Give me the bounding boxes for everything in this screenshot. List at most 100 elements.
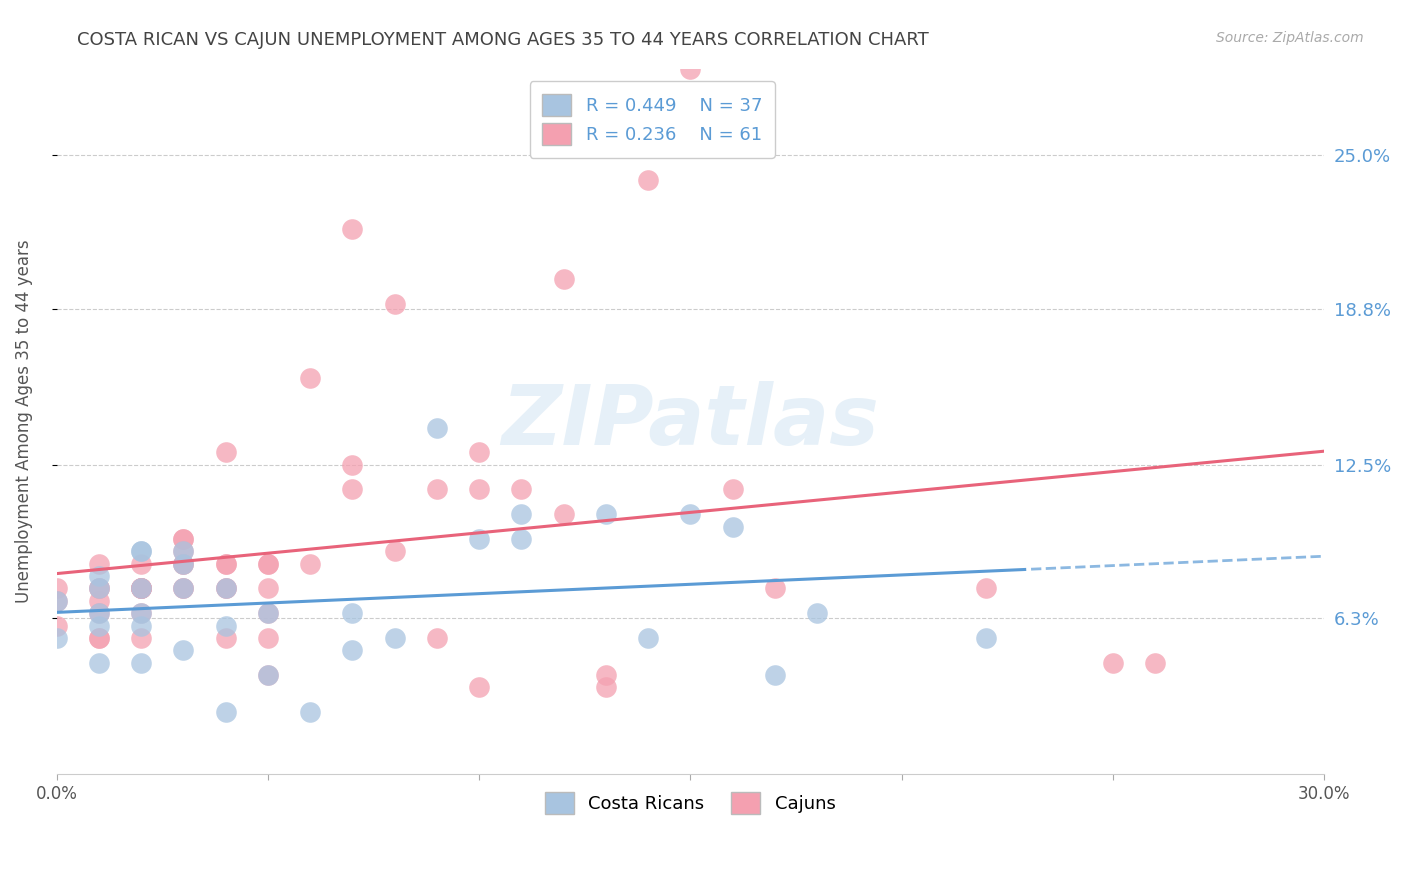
Point — [468, 532, 491, 546]
Point — [172, 544, 194, 558]
Point — [595, 507, 617, 521]
Point — [129, 582, 152, 596]
Point — [87, 594, 110, 608]
Point — [87, 606, 110, 620]
Point — [87, 569, 110, 583]
Point — [342, 483, 364, 497]
Point — [172, 532, 194, 546]
Point — [172, 557, 194, 571]
Point — [129, 631, 152, 645]
Point — [172, 532, 194, 546]
Point — [129, 618, 152, 632]
Point — [510, 532, 533, 546]
Point — [468, 483, 491, 497]
Text: ZIPatlas: ZIPatlas — [502, 381, 879, 462]
Point — [129, 582, 152, 596]
Text: COSTA RICAN VS CAJUN UNEMPLOYMENT AMONG AGES 35 TO 44 YEARS CORRELATION CHART: COSTA RICAN VS CAJUN UNEMPLOYMENT AMONG … — [77, 31, 929, 49]
Point — [257, 557, 280, 571]
Point — [510, 507, 533, 521]
Point — [257, 668, 280, 682]
Text: Source: ZipAtlas.com: Source: ZipAtlas.com — [1216, 31, 1364, 45]
Point — [468, 445, 491, 459]
Point — [974, 631, 997, 645]
Point — [172, 582, 194, 596]
Point — [257, 606, 280, 620]
Point — [172, 643, 194, 657]
Point — [299, 371, 322, 385]
Point — [45, 631, 67, 645]
Point — [214, 557, 236, 571]
Point — [1101, 656, 1123, 670]
Point — [595, 668, 617, 682]
Point — [637, 173, 659, 187]
Point — [214, 445, 236, 459]
Point — [172, 582, 194, 596]
Point — [763, 582, 786, 596]
Point — [257, 606, 280, 620]
Point — [172, 544, 194, 558]
Point — [214, 618, 236, 632]
Point — [721, 483, 744, 497]
Point — [87, 631, 110, 645]
Point — [87, 656, 110, 670]
Point — [214, 631, 236, 645]
Y-axis label: Unemployment Among Ages 35 to 44 years: Unemployment Among Ages 35 to 44 years — [15, 240, 32, 603]
Point — [172, 557, 194, 571]
Point — [214, 582, 236, 596]
Point — [129, 544, 152, 558]
Point — [45, 618, 67, 632]
Point — [637, 631, 659, 645]
Point — [342, 222, 364, 236]
Point — [214, 582, 236, 596]
Point — [87, 618, 110, 632]
Point — [1144, 656, 1167, 670]
Point — [384, 296, 406, 310]
Point — [87, 582, 110, 596]
Point — [172, 582, 194, 596]
Point — [426, 483, 449, 497]
Point — [129, 656, 152, 670]
Point — [299, 705, 322, 719]
Point — [384, 544, 406, 558]
Legend: Costa Ricans, Cajuns: Costa Ricans, Cajuns — [534, 781, 846, 825]
Point — [45, 582, 67, 596]
Point — [299, 557, 322, 571]
Point — [257, 668, 280, 682]
Point — [721, 519, 744, 533]
Point — [45, 594, 67, 608]
Point — [214, 582, 236, 596]
Point — [257, 631, 280, 645]
Point — [679, 62, 702, 76]
Point — [45, 594, 67, 608]
Point — [214, 705, 236, 719]
Point — [553, 272, 575, 286]
Point — [87, 557, 110, 571]
Point — [129, 544, 152, 558]
Point — [510, 483, 533, 497]
Point — [129, 606, 152, 620]
Point — [129, 557, 152, 571]
Point — [257, 557, 280, 571]
Point — [257, 582, 280, 596]
Point — [129, 582, 152, 596]
Point — [384, 631, 406, 645]
Point — [129, 606, 152, 620]
Point — [87, 606, 110, 620]
Point — [595, 681, 617, 695]
Point — [342, 643, 364, 657]
Point — [426, 631, 449, 645]
Point — [553, 507, 575, 521]
Point — [342, 458, 364, 472]
Point — [974, 582, 997, 596]
Point — [679, 507, 702, 521]
Point — [426, 420, 449, 434]
Point — [129, 582, 152, 596]
Point — [806, 606, 828, 620]
Point — [87, 582, 110, 596]
Point — [214, 557, 236, 571]
Point — [87, 631, 110, 645]
Point — [129, 582, 152, 596]
Point — [129, 582, 152, 596]
Point — [342, 606, 364, 620]
Point — [172, 557, 194, 571]
